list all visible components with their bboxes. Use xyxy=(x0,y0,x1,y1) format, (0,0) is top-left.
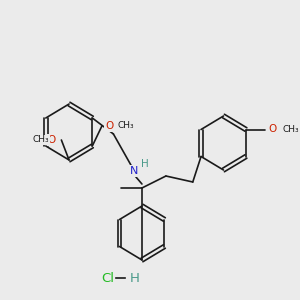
Text: O: O xyxy=(106,121,114,131)
Text: Cl: Cl xyxy=(101,272,114,284)
Text: CH₃: CH₃ xyxy=(117,122,134,130)
Text: O: O xyxy=(268,124,277,134)
Text: N: N xyxy=(130,166,139,176)
Text: CH₃: CH₃ xyxy=(33,136,49,145)
Text: CH₃: CH₃ xyxy=(282,125,299,134)
Text: O: O xyxy=(48,135,56,145)
Text: H: H xyxy=(141,159,149,169)
Text: H: H xyxy=(129,272,139,284)
